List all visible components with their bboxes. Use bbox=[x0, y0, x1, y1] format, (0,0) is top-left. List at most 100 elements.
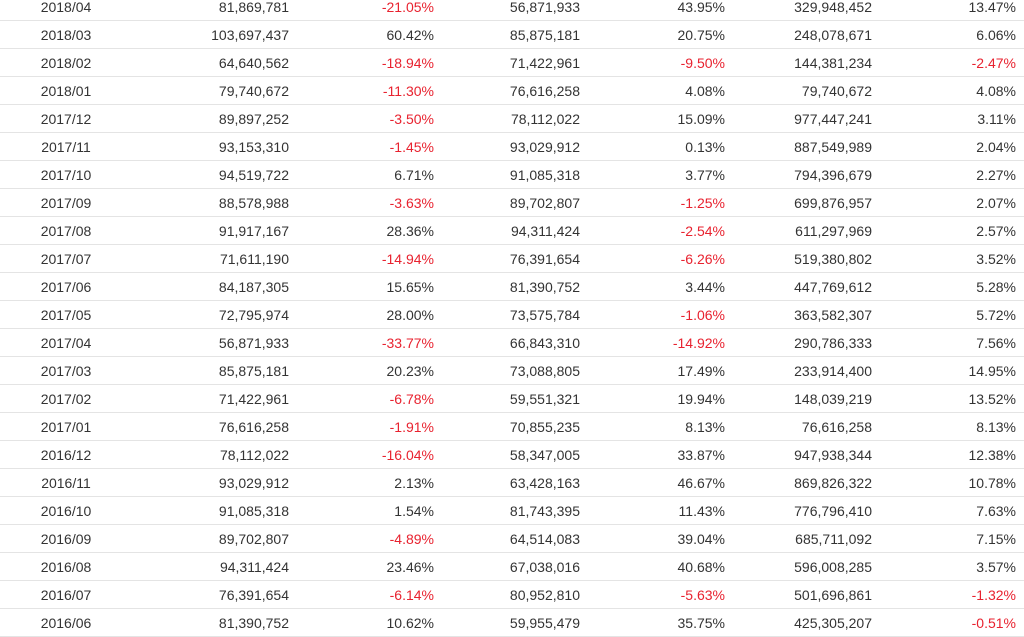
yoy-change-cell: 3.77% bbox=[685, 166, 725, 183]
prior-year-value-cell: 64,514,083 bbox=[509, 530, 580, 547]
table-row: 2016/11 93,029,912 2.13% 63,428,163 46.67% 86… bbox=[0, 469, 1024, 497]
yoy-change-cell: 19.94% bbox=[677, 390, 725, 407]
table-row: 2017/06 84,187,305 15.65% 81,390,752 3.44% 44… bbox=[0, 273, 1024, 301]
monthly-value-cell: 76,391,654 bbox=[218, 586, 289, 603]
month-cell: 2018/03 bbox=[40, 26, 92, 43]
cumulative-value-cell: 148,039,219 bbox=[794, 390, 872, 407]
prior-year-value-cell: 58,347,005 bbox=[509, 446, 580, 463]
yoy-change-cell: 43.95% bbox=[677, 0, 725, 15]
table-row: 2016/12 78,112,022 -16.04% 58,347,005 33.87%… bbox=[0, 441, 1024, 469]
mom-change-cell: 1.54% bbox=[394, 502, 434, 519]
table-row: 2017/10 94,519,722 6.71% 91,085,318 3.77% 794… bbox=[0, 161, 1024, 189]
mom-change-cell: -11.30% bbox=[382, 82, 434, 99]
table-row: 2017/05 72,795,974 28.00% 73,575,784 -1.06% 3… bbox=[0, 301, 1024, 329]
mom-change-cell: 28.00% bbox=[386, 306, 434, 323]
table-row: 2017/07 71,611,190 -14.94% 76,391,654 -6.26%… bbox=[0, 245, 1024, 273]
cumulative-value-cell: 290,786,333 bbox=[794, 334, 872, 351]
yoy-change-cell: -2.54% bbox=[680, 222, 725, 239]
yoy-change-cell: 40.68% bbox=[677, 558, 725, 575]
table-row: 2017/12 89,897,252 -3.50% 78,112,022 15.09% 9… bbox=[0, 105, 1024, 133]
cumulative-change-cell: 13.47% bbox=[968, 0, 1016, 15]
table-row: 2018/02 64,640,562 -18.94% 71,422,961 -9.50%… bbox=[0, 49, 1024, 77]
yoy-change-cell: 33.87% bbox=[677, 446, 725, 463]
monthly-value-cell: 78,112,022 bbox=[219, 446, 289, 463]
monthly-value-cell: 91,085,318 bbox=[218, 502, 289, 519]
table-row: 2018/03 103,697,437 60.42% 85,875,181 20.75%… bbox=[0, 21, 1024, 49]
cumulative-change-cell: 4.08% bbox=[976, 82, 1016, 99]
cumulative-value-cell: 977,447,241 bbox=[794, 110, 872, 127]
month-cell: 2017/06 bbox=[40, 278, 92, 295]
monthly-value-cell: 72,795,974 bbox=[218, 306, 289, 323]
yoy-change-cell: -9.50% bbox=[680, 54, 725, 71]
monthly-value-cell: 81,390,752 bbox=[218, 614, 289, 631]
yoy-change-cell: -5.63% bbox=[680, 586, 725, 603]
month-cell: 2017/10 bbox=[40, 166, 92, 183]
monthly-value-cell: 71,611,190 bbox=[219, 250, 289, 267]
cumulative-value-cell: 233,914,400 bbox=[794, 362, 872, 379]
cumulative-value-cell: 887,549,989 bbox=[794, 138, 872, 155]
prior-year-value-cell: 80,952,810 bbox=[509, 586, 580, 603]
mom-change-cell: -16.04% bbox=[381, 446, 434, 463]
monthly-value-cell: 91,917,167 bbox=[218, 222, 289, 239]
monthly-value-cell: 88,578,988 bbox=[218, 194, 289, 211]
cumulative-change-cell: 14.95% bbox=[968, 362, 1016, 379]
table-row: 2016/10 91,085,318 1.54% 81,743,395 11.43% 77… bbox=[0, 497, 1024, 525]
month-cell: 2017/01 bbox=[40, 418, 92, 435]
table-row: 2017/09 88,578,988 -3.63% 89,702,807 -1.25% 6… bbox=[0, 189, 1024, 217]
table-row: 2016/07 76,391,654 -6.14% 80,952,810 -5.63% 5… bbox=[0, 581, 1024, 609]
month-cell: 2017/02 bbox=[40, 390, 92, 407]
month-cell: 2016/07 bbox=[40, 586, 92, 603]
mom-change-cell: -1.45% bbox=[389, 138, 434, 155]
cumulative-value-cell: 447,769,612 bbox=[794, 278, 872, 295]
prior-year-value-cell: 71,422,961 bbox=[509, 54, 580, 71]
mom-change-cell: 60.42% bbox=[386, 26, 434, 43]
prior-year-value-cell: 59,551,321 bbox=[509, 390, 580, 407]
table-row: 2017/01 76,616,258 -1.91% 70,855,235 8.13% 76… bbox=[0, 413, 1024, 441]
cumulative-change-cell: 13.52% bbox=[968, 390, 1016, 407]
monthly-value-cell: 89,702,807 bbox=[218, 530, 289, 547]
table-row: 2016/08 94,311,424 23.46% 67,038,016 40.68% 5… bbox=[0, 553, 1024, 581]
cumulative-value-cell: 248,078,671 bbox=[794, 26, 872, 43]
cumulative-value-cell: 596,008,285 bbox=[794, 558, 872, 575]
prior-year-value-cell: 70,855,235 bbox=[509, 418, 580, 435]
mom-change-cell: -4.89% bbox=[389, 530, 434, 547]
monthly-value-cell: 103,697,437 bbox=[211, 26, 289, 43]
month-cell: 2017/12 bbox=[40, 110, 92, 127]
prior-year-value-cell: 81,390,752 bbox=[509, 278, 580, 295]
table-row: 2017/02 71,422,961 -6.78% 59,551,321 19.94% 1… bbox=[0, 385, 1024, 413]
month-cell: 2017/09 bbox=[40, 194, 92, 211]
yoy-change-cell: -14.92% bbox=[672, 334, 725, 351]
cumulative-value-cell: 76,616,258 bbox=[801, 418, 872, 435]
cumulative-change-cell: 3.52% bbox=[976, 250, 1016, 267]
cumulative-change-cell: 3.11% bbox=[977, 110, 1016, 127]
cumulative-value-cell: 611,297,969 bbox=[795, 222, 872, 239]
prior-year-value-cell: 76,616,258 bbox=[509, 82, 580, 99]
cumulative-change-cell: 2.07% bbox=[976, 194, 1016, 211]
cumulative-value-cell: 79,740,672 bbox=[801, 82, 872, 99]
cumulative-change-cell: 10.78% bbox=[968, 474, 1016, 491]
monthly-value-cell: 94,519,722 bbox=[218, 166, 289, 183]
mom-change-cell: -21.05% bbox=[381, 0, 434, 15]
cumulative-change-cell: 7.15% bbox=[976, 530, 1016, 547]
table-row: 2017/03 85,875,181 20.23% 73,088,805 17.49% 2… bbox=[0, 357, 1024, 385]
cumulative-change-cell: 8.13% bbox=[976, 418, 1016, 435]
prior-year-value-cell: 76,391,654 bbox=[509, 250, 580, 267]
yoy-change-cell: 8.13% bbox=[685, 418, 725, 435]
cumulative-value-cell: 144,381,234 bbox=[794, 54, 872, 71]
cumulative-change-cell: 6.06% bbox=[976, 26, 1016, 43]
yoy-change-cell: 11.43% bbox=[678, 502, 725, 519]
yoy-change-cell: -1.06% bbox=[680, 306, 725, 323]
month-cell: 2018/02 bbox=[40, 54, 92, 71]
monthly-value-cell: 81,869,781 bbox=[218, 0, 289, 15]
mom-change-cell: 28.36% bbox=[386, 222, 434, 239]
cumulative-value-cell: 776,796,410 bbox=[794, 502, 872, 519]
yoy-change-cell: 4.08% bbox=[685, 82, 725, 99]
yoy-change-cell: 20.75% bbox=[677, 26, 725, 43]
month-cell: 2016/06 bbox=[40, 614, 92, 631]
table-row: 2016/09 89,702,807 -4.89% 64,514,083 39.04% 6… bbox=[0, 525, 1024, 553]
mom-change-cell: 23.46% bbox=[386, 558, 434, 575]
month-cell: 2017/08 bbox=[40, 222, 92, 239]
mom-change-cell: -1.91% bbox=[389, 418, 434, 435]
monthly-value-cell: 94,311,424 bbox=[219, 558, 289, 575]
cumulative-value-cell: 363,582,307 bbox=[794, 306, 872, 323]
